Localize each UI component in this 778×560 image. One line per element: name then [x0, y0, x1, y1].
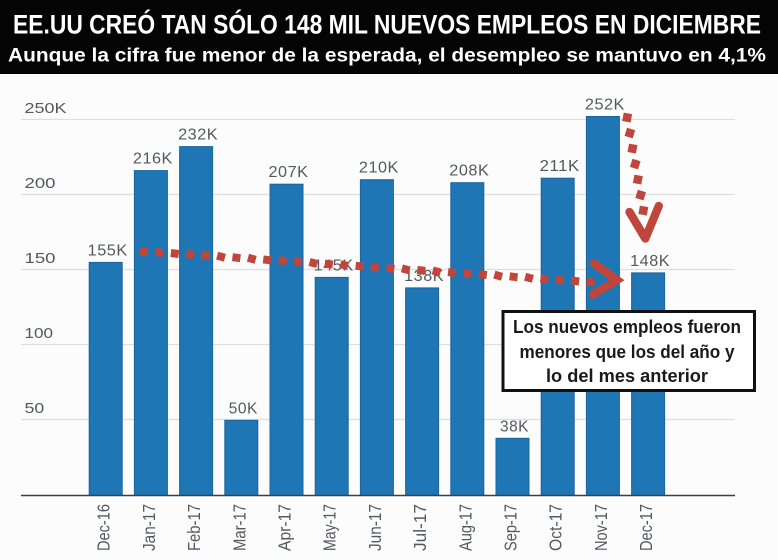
svg-text:Jul-17: Jul-17 [410, 504, 430, 551]
svg-text:100: 100 [25, 325, 54, 342]
svg-text:Dec-17: Dec-17 [636, 504, 656, 551]
svg-text:Apr-17: Apr-17 [275, 504, 295, 551]
svg-text:200: 200 [25, 175, 56, 192]
svg-text:50K: 50K [229, 400, 258, 417]
svg-text:208K: 208K [449, 163, 489, 180]
svg-text:250K: 250K [25, 100, 67, 117]
svg-text:menores que los del año y: menores que los del año y [520, 341, 736, 362]
svg-text:207K: 207K [269, 164, 309, 181]
svg-text:Los nuevos empleos fueron: Los nuevos empleos fueron [513, 316, 741, 337]
svg-text:Jan-17: Jan-17 [139, 504, 159, 551]
svg-text:Oct-17: Oct-17 [546, 504, 566, 551]
svg-text:216K: 216K [133, 151, 173, 168]
svg-text:148K: 148K [630, 253, 670, 270]
svg-text:lo del mes anterior: lo del mes anterior [546, 365, 708, 386]
svg-text:Dec-16: Dec-16 [94, 504, 114, 551]
svg-text:211K: 211K [540, 158, 580, 175]
svg-text:Nov-17: Nov-17 [591, 504, 611, 551]
svg-text:155K: 155K [88, 242, 128, 259]
svg-text:Feb-17: Feb-17 [184, 504, 204, 551]
svg-text:Sep-17: Sep-17 [501, 504, 521, 551]
svg-text:38K: 38K [500, 418, 529, 435]
svg-text:Mar-17: Mar-17 [229, 504, 249, 551]
svg-text:252K: 252K [585, 97, 625, 114]
svg-text:EE.UU CREÓ TAN SÓLO 148 MIL NU: EE.UU CREÓ TAN SÓLO 148 MIL NUEVOS EMPLE… [13, 10, 761, 40]
svg-text:Aunque la cifra fue menor de l: Aunque la cifra fue menor de la esperada… [8, 46, 766, 67]
svg-text:150: 150 [25, 250, 56, 267]
svg-text:Jun-17: Jun-17 [365, 504, 385, 551]
svg-text:50: 50 [25, 400, 45, 417]
svg-text:210K: 210K [359, 160, 399, 177]
svg-text:Aug-17: Aug-17 [455, 504, 475, 551]
svg-text:232K: 232K [178, 127, 218, 144]
svg-text:May-17: May-17 [320, 504, 340, 551]
